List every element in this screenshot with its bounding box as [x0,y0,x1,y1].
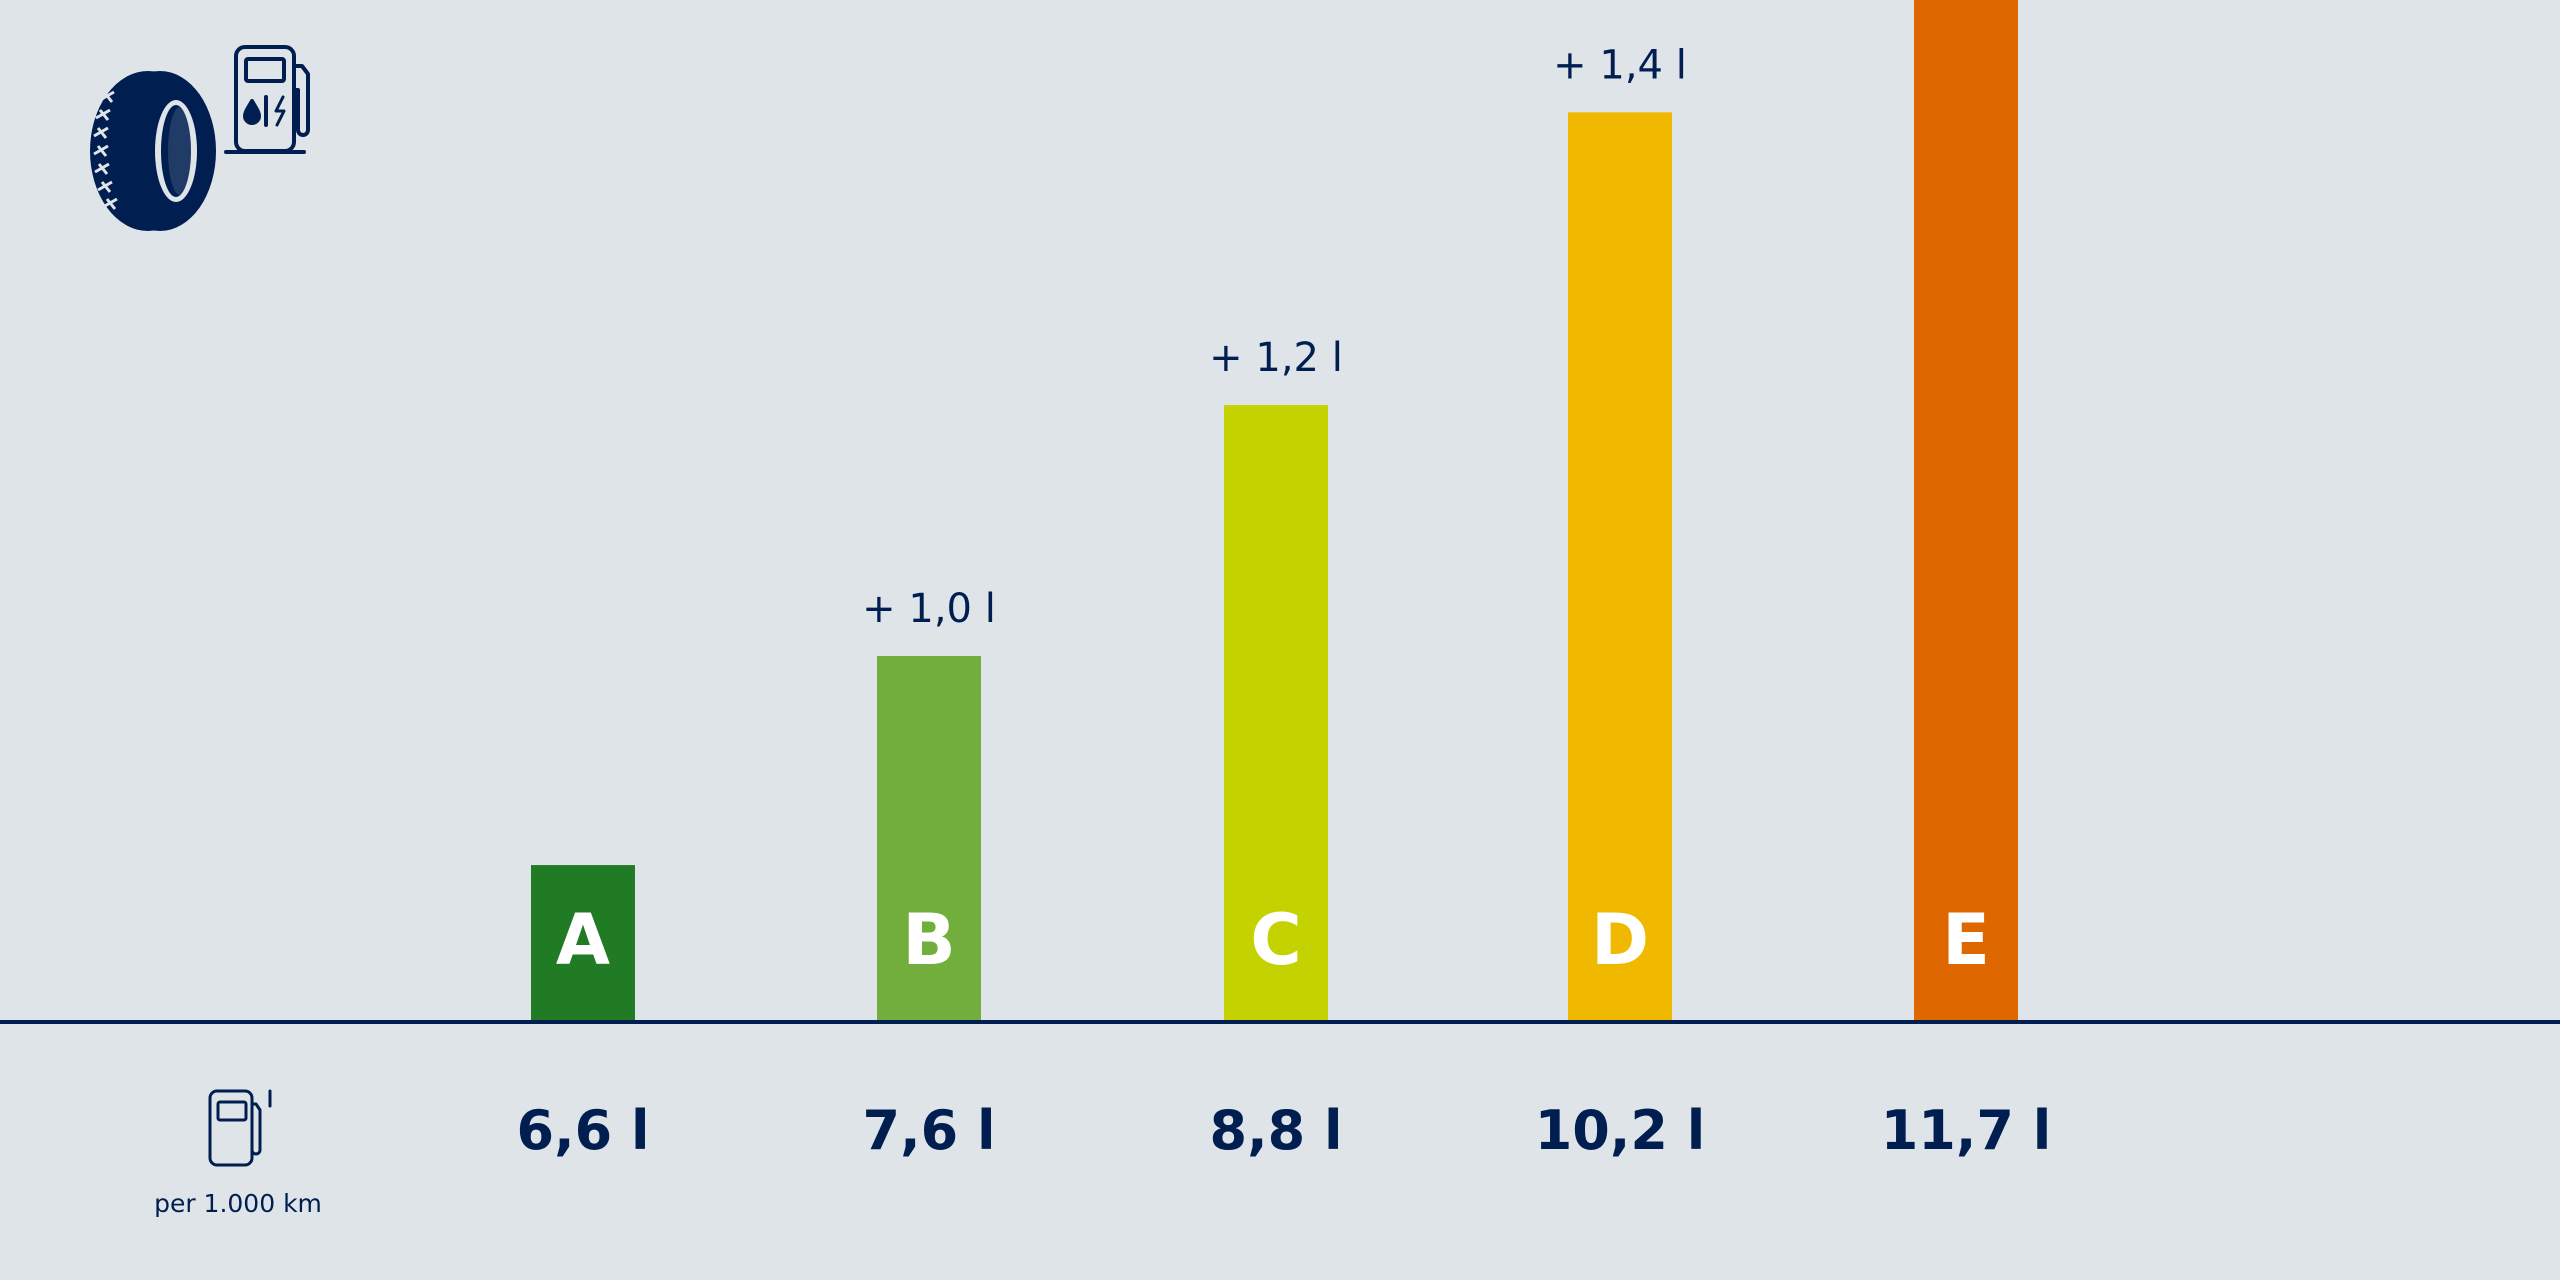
bar-e [1914,0,2018,1021]
difference-label: + 1,0 l [862,586,996,632]
difference-label: + 1,2 l [1209,335,1343,381]
difference-label: + 1,4 l [1553,42,1687,88]
value-label: 11,7 l [1881,1099,2052,1162]
bar-category-label: B [902,899,955,981]
value-label: 6,6 l [517,1099,650,1162]
bar-category-label: C [1250,899,1301,981]
bar-a [531,865,635,1020]
bars-group: A 6,6 l B + 1,0 l 7,6 l C + 1,2 l 8,8 l D + 1,4 l… [517,0,2052,1162]
tyre-icon [90,71,216,231]
bar-category-label: A [556,899,610,981]
value-label: 8,8 l [1210,1099,1343,1162]
fuel-pump-icon [208,1089,272,1167]
bar-c [1224,405,1328,1021]
bar-category-label: E [1942,899,1990,981]
value-label: 10,2 l [1535,1099,1706,1162]
bar-category-label: D [1591,899,1649,981]
unit-caption: per 1.000 km [154,1189,322,1218]
value-label: 7,6 l [863,1099,996,1162]
bar-b [877,656,981,1020]
fuel-pump-icon [224,45,310,154]
bar-d [1568,112,1672,1021]
